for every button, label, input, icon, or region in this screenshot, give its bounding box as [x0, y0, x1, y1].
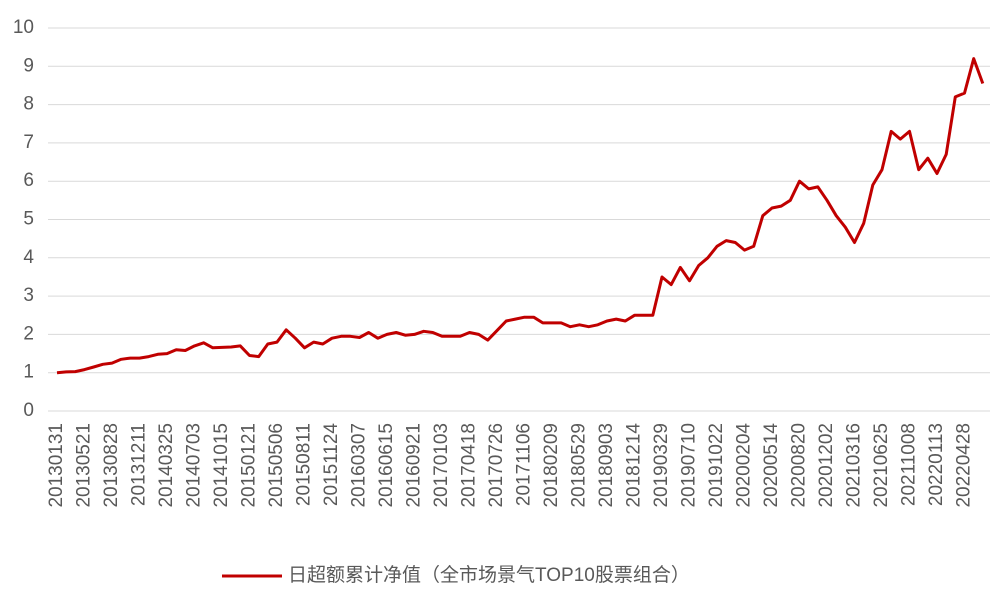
x-tick-label: 20181214	[624, 423, 645, 508]
y-tick-label: 10	[13, 17, 34, 38]
y-tick-label: 2	[23, 323, 34, 344]
x-tick-label: 20180903	[596, 423, 617, 508]
x-tick-label: 20180209	[541, 423, 562, 508]
x-tick-label: 20220428	[954, 423, 975, 508]
y-tick-label: 8	[23, 94, 34, 115]
x-tick-label: 20170418	[459, 423, 480, 508]
y-tick-label: 3	[23, 285, 34, 306]
x-tick-label: 20201202	[816, 423, 837, 508]
x-tick-label: 20200204	[734, 423, 755, 508]
x-tick-label: 20170103	[431, 423, 452, 508]
x-tick-label: 20150811	[294, 423, 315, 506]
y-tick-label: 0	[23, 400, 34, 421]
y-tick-label: 6	[23, 170, 34, 191]
x-tick-label: 20210316	[844, 423, 865, 508]
x-tick-label: 20150506	[266, 423, 287, 508]
x-tick-label: 20160615	[376, 423, 397, 508]
x-tick-label: 20160307	[349, 423, 370, 508]
y-tick-label: 9	[23, 55, 34, 76]
x-tick-label: 20140703	[184, 423, 205, 508]
x-tick-label: 20210625	[871, 423, 892, 508]
x-tick-label: 20130131	[46, 423, 67, 508]
x-tick-label: 20130828	[101, 423, 122, 508]
x-tick-label: 20190329	[651, 423, 672, 508]
x-tick-label: 20170726	[486, 423, 507, 508]
y-tick-label: 4	[23, 247, 34, 268]
x-tick-label: 20130521	[74, 423, 95, 508]
x-tick-label: 20151124	[321, 423, 342, 507]
legend-label: 日超额累计净值（全市场景气TOP10股票组合）	[288, 564, 690, 586]
y-tick-label: 7	[23, 132, 34, 153]
x-tick-label: 20211008	[899, 423, 920, 506]
x-tick-label: 20191022	[706, 423, 727, 508]
x-tick-label: 20200514	[761, 423, 782, 508]
x-tick-label: 20220113	[926, 423, 947, 506]
x-tick-label: 20180529	[569, 423, 590, 508]
x-tick-label: 20150121	[239, 423, 260, 508]
y-tick-label: 1	[23, 362, 34, 383]
data-line	[56, 57, 985, 375]
x-tick-label: 20171106	[514, 423, 535, 506]
x-tick-label: 20200820	[789, 423, 810, 508]
y-tick-label: 5	[23, 209, 34, 230]
x-tick-label: 20141015	[211, 423, 232, 508]
x-tick-label: 20160921	[404, 423, 425, 508]
x-tick-label: 20140325	[156, 423, 177, 508]
x-tick-label: 20131211	[129, 423, 150, 506]
x-tick-label: 20190710	[679, 423, 700, 508]
